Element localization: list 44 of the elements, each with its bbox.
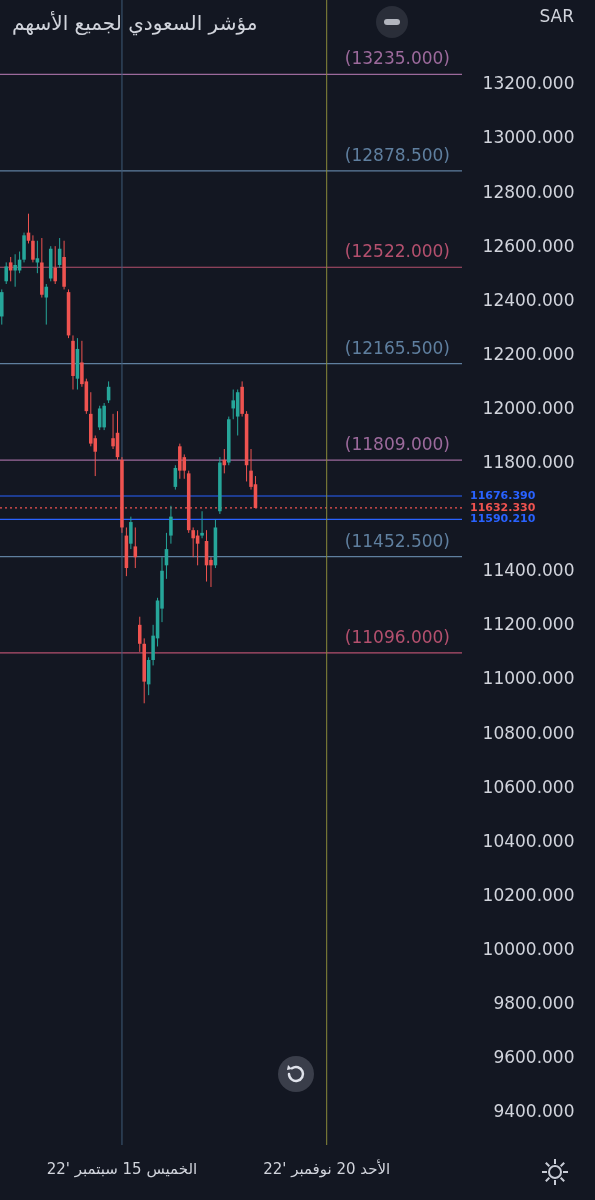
y-tick-label: 9400.000 bbox=[493, 1101, 575, 1122]
candlestick bbox=[13, 253, 17, 288]
y-tick-label: 13000.000 bbox=[482, 127, 575, 148]
candlestick bbox=[191, 526, 195, 558]
candlestick bbox=[231, 389, 236, 420]
y-tick-label: 11200.000 bbox=[482, 614, 575, 635]
y-tick-label: 10200.000 bbox=[482, 884, 575, 905]
y-tick-label: 11400.000 bbox=[482, 560, 575, 581]
y-tick-label: 11800.000 bbox=[482, 452, 575, 473]
y-tick-label: 10400.000 bbox=[482, 830, 575, 851]
candlestick bbox=[129, 516, 133, 550]
candlestick bbox=[137, 616, 142, 653]
text: مؤشر السعودي لجميع الأسهم bbox=[12, 11, 258, 36]
y-tick-label: 12600.000 bbox=[482, 235, 575, 256]
y-tick-label: 13200.000 bbox=[482, 73, 575, 94]
y-tick-label: 12000.000 bbox=[482, 397, 575, 418]
y-tick-label: 10000.000 bbox=[482, 938, 575, 959]
candlestick bbox=[4, 261, 9, 285]
candlestick bbox=[200, 510, 204, 539]
y-tick-label: 10800.000 bbox=[482, 722, 575, 743]
ref-line-label: (12165.500) bbox=[344, 337, 450, 358]
y-tick-label: 11000.000 bbox=[482, 668, 575, 689]
y-tick-label: 9800.000 bbox=[493, 993, 575, 1014]
ref-line-label: (12878.500) bbox=[344, 144, 450, 165]
ref-line-label: 11632.330 bbox=[470, 500, 536, 514]
candlestick bbox=[102, 402, 106, 431]
y-tick-label: 12800.000 bbox=[482, 181, 575, 202]
text: SAR bbox=[539, 6, 575, 26]
y-tick-label: 10600.000 bbox=[482, 776, 575, 797]
y-tick-label: 9600.000 bbox=[493, 1047, 575, 1068]
y-tick-label: 12400.000 bbox=[482, 289, 575, 310]
y-tick-label: 12200.000 bbox=[482, 343, 575, 364]
candlestick bbox=[169, 505, 173, 545]
ref-line-label: 11676.390 bbox=[470, 488, 536, 502]
candlestick bbox=[31, 234, 35, 263]
x-tick-label: الخميس 15 سبتمبر '22 bbox=[46, 1159, 198, 1178]
ref-line-label: (13235.000) bbox=[344, 48, 450, 69]
ref-line-label: (12522.000) bbox=[344, 241, 450, 262]
ref-line-label: (11809.000) bbox=[344, 434, 450, 455]
ref-line-label: (11096.000) bbox=[344, 626, 450, 647]
candlestick bbox=[53, 245, 57, 285]
x-tick-label: الأحد 20 نوفمبر '22 bbox=[263, 1158, 391, 1178]
ref-line-label: 11590.210 bbox=[470, 512, 536, 526]
ref-line-label: (11452.500) bbox=[344, 530, 450, 551]
